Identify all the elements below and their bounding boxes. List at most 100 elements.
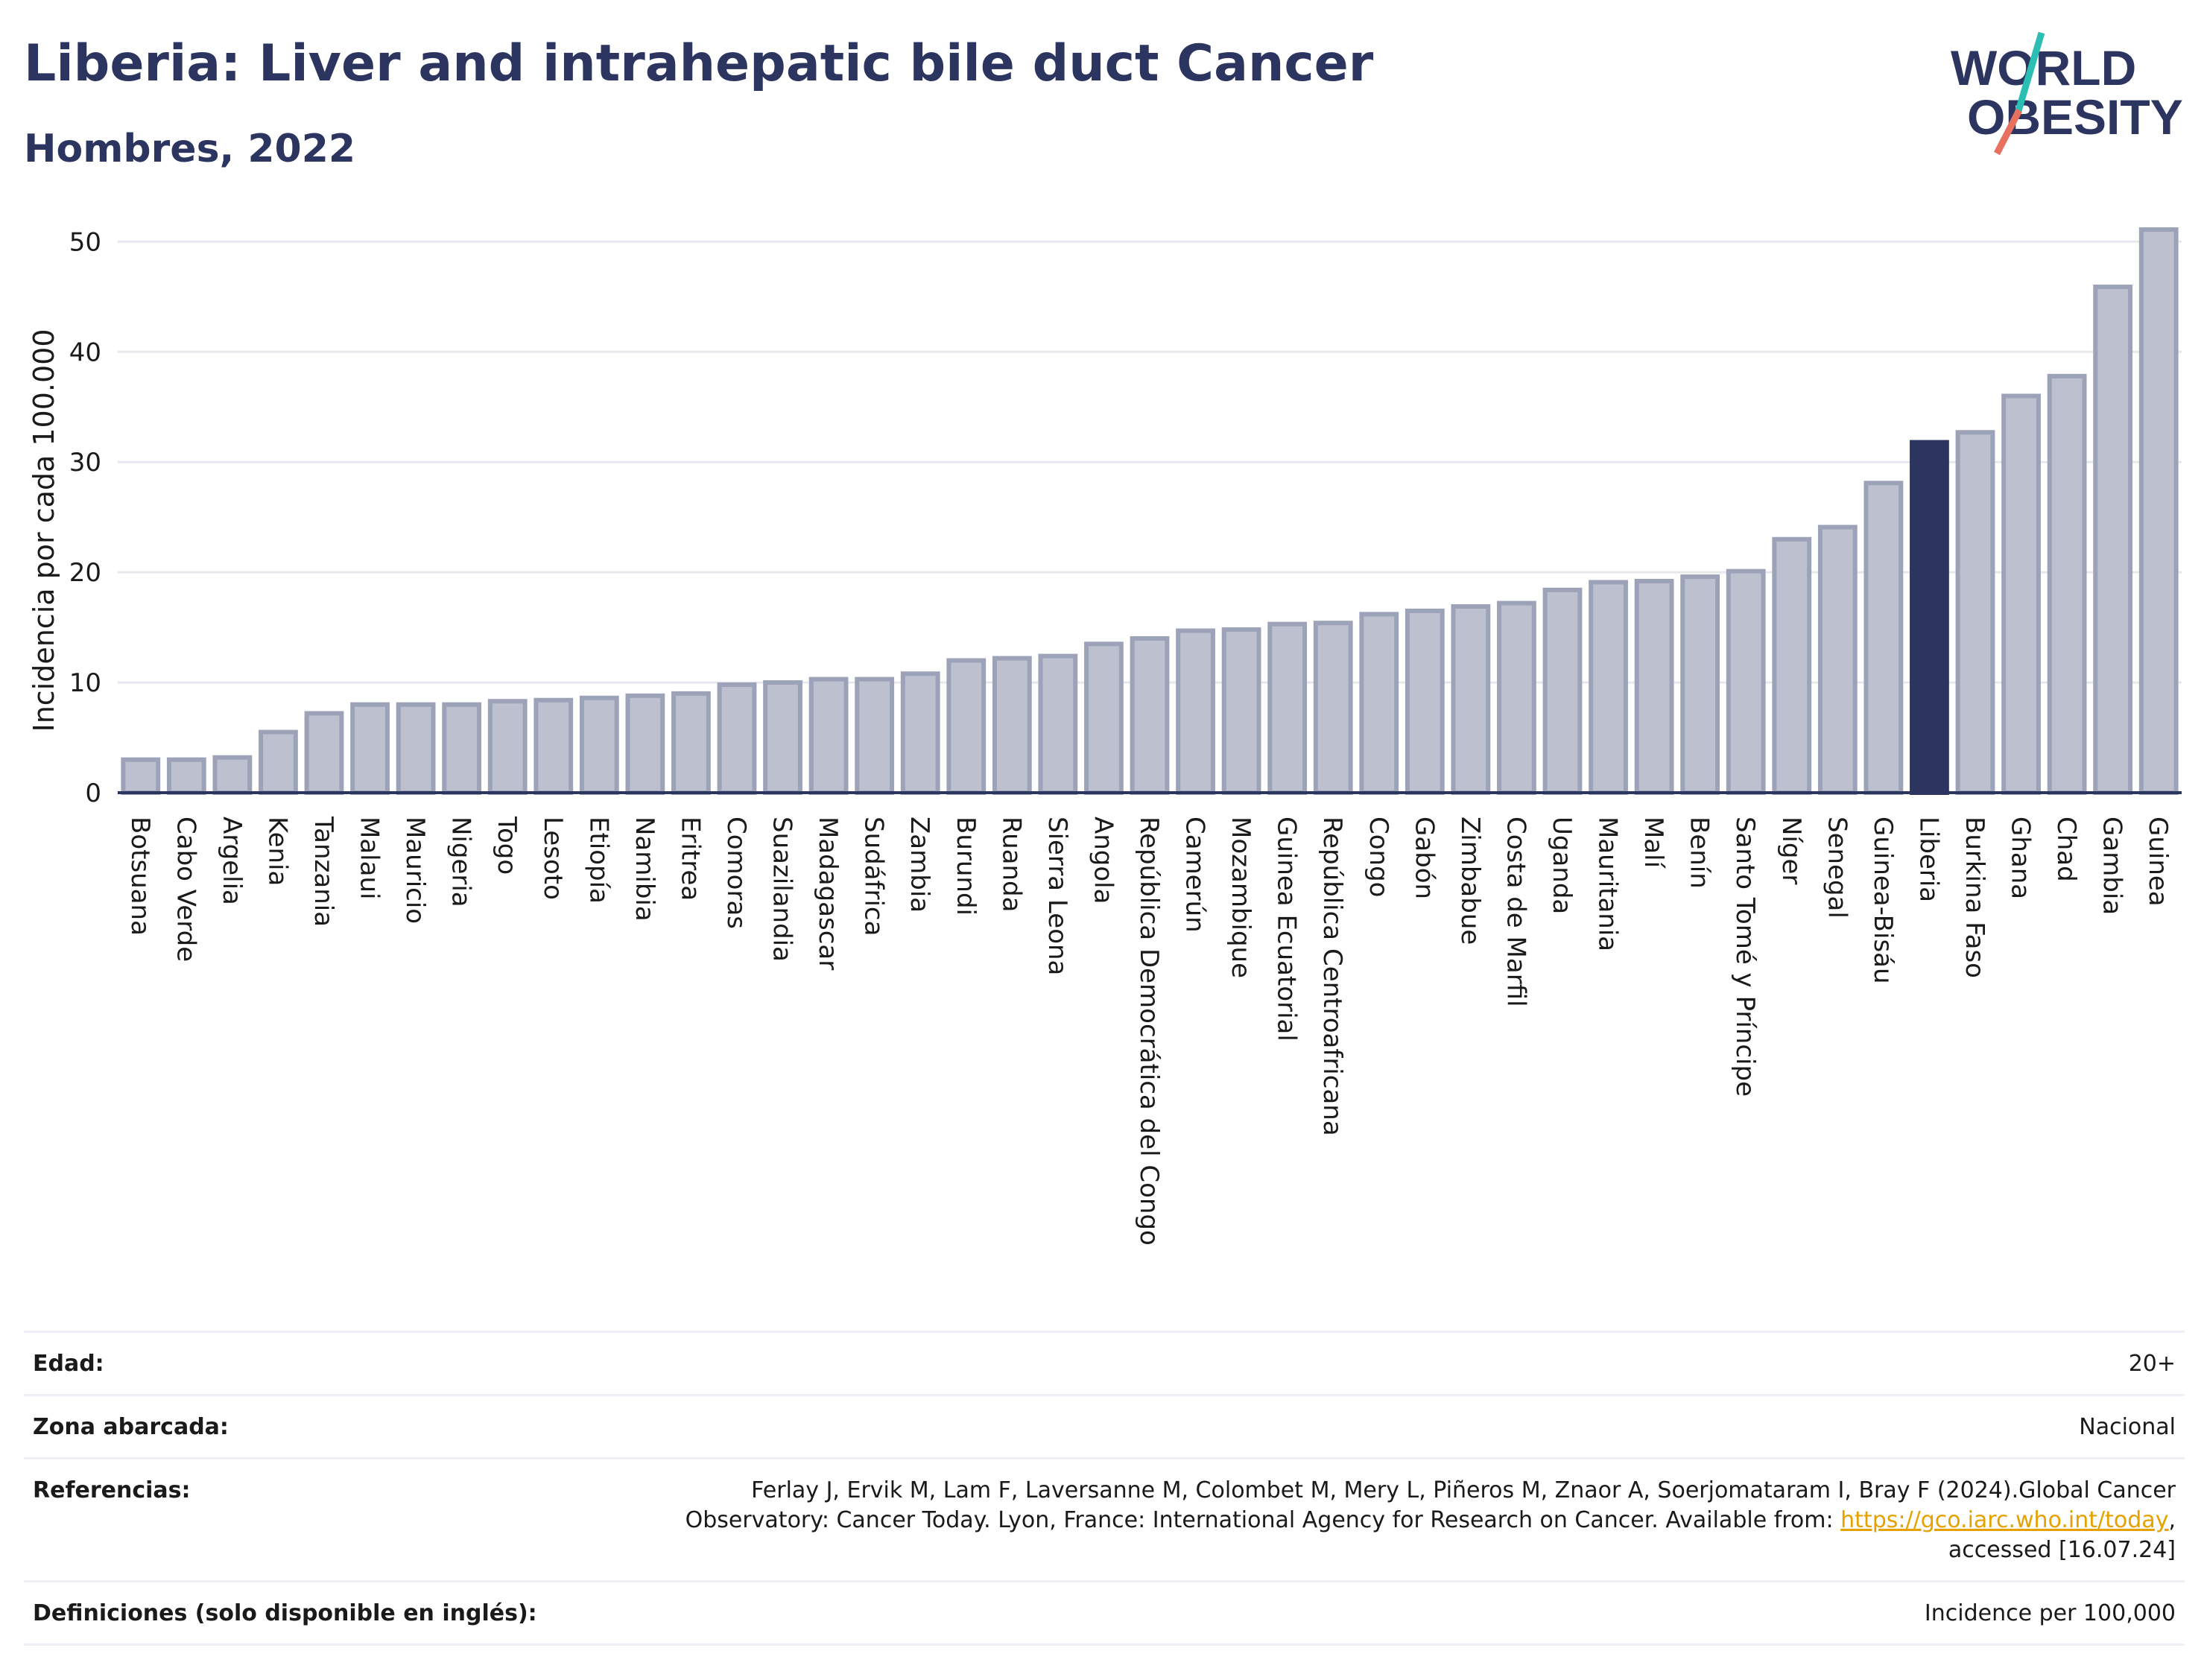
x-tick-label: Etiopía <box>583 817 613 904</box>
bar-botsuana <box>121 757 161 795</box>
x-tick-label: Guinea Ecuatorial <box>1272 817 1302 1042</box>
bar-rep-blica-democr-tica-del-congo <box>1130 635 1170 795</box>
definitions-value: Incidence per 100,000 <box>1924 1600 2176 1626</box>
x-tick-label: Liberia <box>1913 817 1943 902</box>
bar-costa-de-marfil <box>1497 600 1536 796</box>
bar-mauricio <box>396 702 436 796</box>
x-tick-label: Sudáfrica <box>859 817 889 936</box>
references-text: Ferlay J, Ervik M, Lam F, Laversanne M, … <box>685 1477 2176 1533</box>
y-tick-label: 10 <box>69 668 101 698</box>
definitions-label: Definiciones (solo disponible en inglés)… <box>33 1600 537 1626</box>
x-tick-label: Malí <box>1638 817 1668 869</box>
bar-burkina-faso <box>1955 430 1995 795</box>
y-tick-label: 0 <box>85 779 101 808</box>
coverage-value: Nacional <box>2079 1414 2176 1440</box>
bar-mal- <box>1634 578 1674 796</box>
bar-tanzania <box>304 711 344 795</box>
x-tick-label: Gambia <box>2097 817 2127 915</box>
references-accessed: , accessed [16.07.24] <box>1948 1507 2176 1563</box>
x-tick-label: Congo <box>1364 817 1393 897</box>
x-tick-label: Ghana <box>2006 817 2036 899</box>
x-tick-label: Guinea <box>2143 817 2173 907</box>
info-row-age: Edad: 20+ <box>24 1331 2185 1394</box>
x-tick-label: Benín <box>1685 817 1714 889</box>
x-tick-label: Nigeria <box>446 817 476 907</box>
bar-kenia <box>259 729 298 795</box>
bar-ruanda <box>992 656 1032 796</box>
bar-lesoto <box>533 697 574 796</box>
chart-subtitle: Hombres, 2022 <box>24 127 356 171</box>
y-tick-label: 30 <box>69 448 101 478</box>
references-label: Referencias: <box>33 1477 191 1503</box>
x-tick-label: Cabo Verde <box>171 817 200 962</box>
x-tick-label: Madagascar <box>813 817 843 970</box>
bars <box>121 227 2179 796</box>
x-tick-label: Namibia <box>630 817 659 922</box>
info-row-coverage: Zona abarcada: Nacional <box>24 1394 2185 1457</box>
logo-slash-top <box>2014 31 2045 115</box>
x-tick-label: Mozambique <box>1226 817 1255 978</box>
bar-santo-tom-y-pr-ncipe <box>1726 568 1766 795</box>
x-tick-label: Tanzania <box>308 816 338 927</box>
x-tick-label: Guinea-Bisáu <box>1868 817 1898 984</box>
x-tick-label: Burkina Faso <box>1960 817 1989 978</box>
x-tick-label: Burundi <box>951 817 981 916</box>
bar-angola <box>1084 641 1124 795</box>
y-tick-label: 50 <box>69 227 101 257</box>
bar-mauritania <box>1589 580 1628 796</box>
x-tick-label: Ruanda <box>996 817 1026 912</box>
age-label: Edad: <box>33 1351 104 1377</box>
x-tick-label: Zimbabue <box>1455 817 1485 945</box>
x-tick-label: Mauricio <box>400 817 430 924</box>
y-axis-label: Incidencia por cada 100.000 <box>28 329 60 732</box>
info-row-definitions: Definiciones (solo disponible en inglés)… <box>24 1580 2185 1646</box>
bar-gab-n <box>1405 608 1445 795</box>
x-tick-label: Togo <box>492 816 522 875</box>
x-tick-label: Níger <box>1776 817 1806 884</box>
bar-namibia <box>625 693 665 795</box>
bar-camer-n <box>1176 628 1215 796</box>
bar-eritrea <box>671 691 711 795</box>
bar-chad <box>2047 373 2087 795</box>
bar-zambia <box>900 671 940 795</box>
bar-comoras <box>717 682 757 795</box>
x-tick-label: Uganda <box>1547 817 1577 914</box>
bar-burundi <box>946 658 987 795</box>
bar-madagascar <box>808 676 849 796</box>
bar-zimbabue <box>1451 604 1491 796</box>
x-tick-label: Camerún <box>1180 817 1210 933</box>
bar-guinea-bis-u <box>1863 481 1904 796</box>
x-tick-label: Malaui <box>355 817 384 899</box>
bar-malaui <box>350 702 390 796</box>
x-tick-label: Santo Tomé y Príncipe <box>1730 817 1760 1097</box>
bar-suazilandia <box>763 680 802 796</box>
coverage-label: Zona abarcada: <box>33 1414 229 1440</box>
bar-nigeria <box>442 702 482 796</box>
bar-uganda <box>1542 587 1583 795</box>
bar-mozambique <box>1221 627 1261 796</box>
bar-togo <box>487 699 528 796</box>
x-tick-label: Kenia <box>262 817 292 886</box>
bar-liberia <box>1910 440 1949 795</box>
x-tick-label: República Democrática del Congo <box>1134 817 1164 1246</box>
x-tick-label: Eritrea <box>675 817 705 901</box>
world-obesity-logo: WORLD OBESITY <box>1951 31 2183 156</box>
x-tick-label: Chad <box>2051 817 2081 882</box>
x-tick-label: Argelia <box>217 817 247 905</box>
x-tick-label: Lesoto <box>538 817 568 900</box>
x-tick-label: Angola <box>1088 817 1118 904</box>
bar-rep-blica-centroafricana <box>1313 621 1353 795</box>
logo-text-world: WORLD <box>1951 40 2136 95</box>
x-tick-label: Sierra Leona <box>1042 817 1072 975</box>
age-value: 20+ <box>2128 1351 2176 1377</box>
bar-chart: 0 10 20 30 40 50 Botsuana Cabo Verde Argelia Keni… <box>28 227 2182 1246</box>
bar-congo <box>1359 612 1399 795</box>
y-tick-label: 40 <box>69 337 101 367</box>
x-tick-label: Comoras <box>721 817 751 929</box>
x-tick-label: Mauritania <box>1593 817 1623 951</box>
bar-guinea-ecuatorial <box>1267 621 1308 795</box>
y-tick-label: 20 <box>69 558 101 588</box>
references-link[interactable]: https://gco.iarc.who.int/today <box>1840 1507 2169 1533</box>
bar-argelia <box>212 755 253 795</box>
bar-n-ger <box>1772 536 1812 795</box>
